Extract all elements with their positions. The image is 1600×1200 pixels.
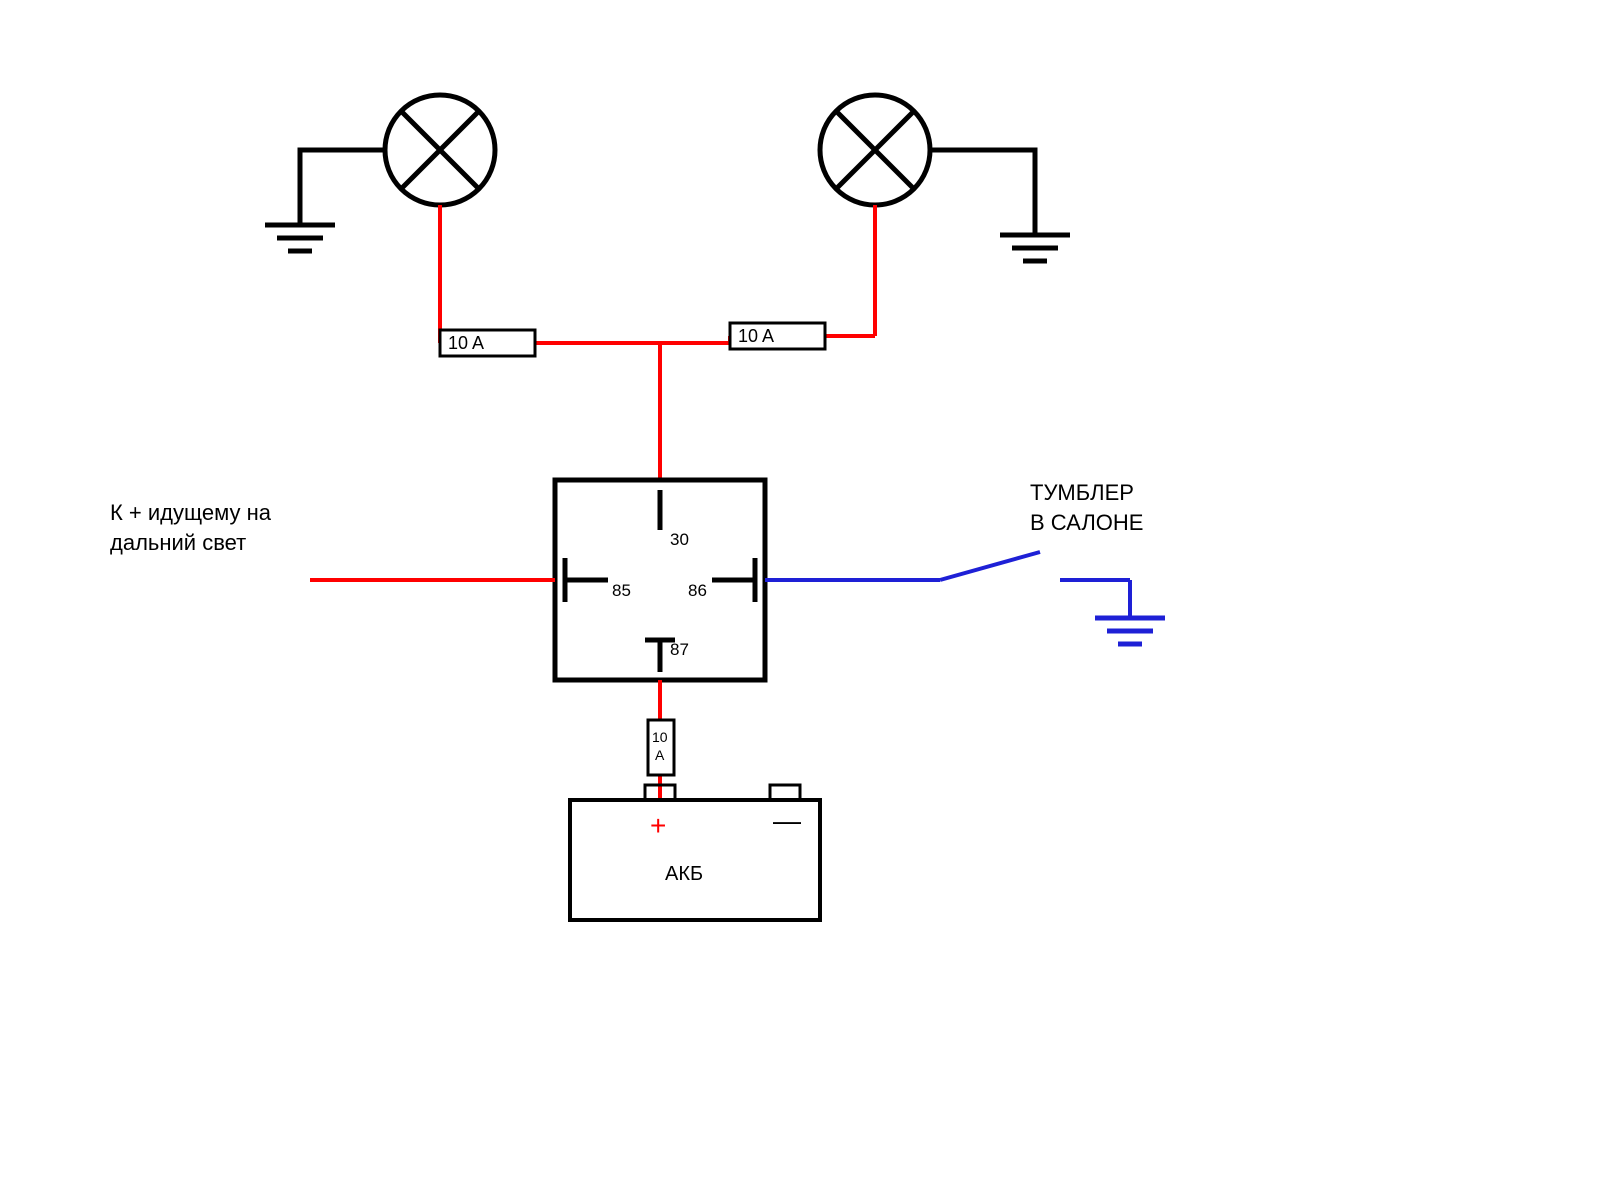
fuse-right-label: 10 A (738, 326, 774, 346)
battery-label: АКБ (665, 863, 703, 885)
ground-blue (1095, 618, 1165, 644)
fuse-left-label: 10 A (448, 333, 484, 353)
left-note-line2: дальний свет (110, 530, 246, 555)
fuse-bottom: 10 A (648, 720, 674, 775)
battery-plus: + (650, 810, 666, 841)
wire-blue-86 (765, 552, 1130, 618)
pin-85-label: 85 (612, 581, 631, 600)
ground-left (265, 225, 335, 251)
left-note-line1: К + идущему на (110, 500, 272, 525)
battery: + — АКБ (570, 785, 820, 920)
right-note-line2: В САЛОНЕ (1030, 510, 1143, 535)
pin-86-label: 86 (688, 581, 707, 600)
battery-minus: — (773, 805, 801, 836)
fuse-left: 10 A (440, 330, 535, 356)
lamp-right (820, 95, 930, 205)
pin-30-label: 30 (670, 530, 689, 549)
fuse-bottom-label-top: 10 (652, 729, 668, 745)
pin-87-label: 87 (670, 640, 689, 659)
fuse-bottom-label-bot: A (655, 747, 665, 763)
wire-lamp-left-to-ground (300, 150, 385, 225)
wire-lamp-right-to-ground (930, 150, 1035, 235)
lamp-left (385, 95, 495, 205)
ground-right (1000, 235, 1070, 261)
relay: 30 87 85 86 (555, 480, 765, 680)
fuse-right: 10 A (730, 323, 825, 349)
right-note-line1: ТУМБЛЕР (1030, 480, 1134, 505)
